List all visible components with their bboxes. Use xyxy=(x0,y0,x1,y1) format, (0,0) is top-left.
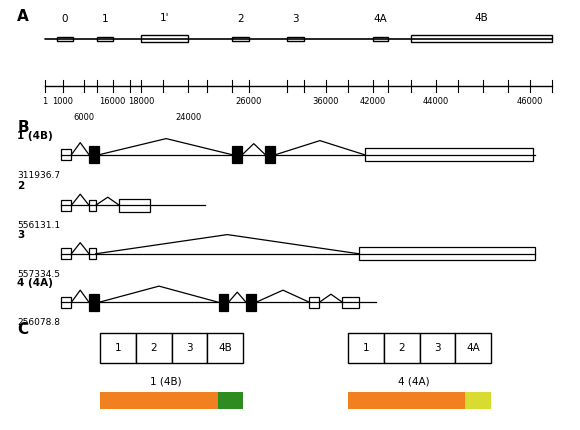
Bar xyxy=(364,148,532,161)
Text: 1': 1' xyxy=(160,12,169,23)
Bar xyxy=(172,333,208,363)
Bar xyxy=(208,333,244,363)
Text: 1: 1 xyxy=(102,14,108,24)
Bar xyxy=(97,37,113,41)
Bar xyxy=(89,294,99,311)
Text: 4 (4A): 4 (4A) xyxy=(17,278,53,288)
Bar xyxy=(246,294,256,311)
Text: 6000: 6000 xyxy=(73,113,94,122)
Text: 1 (4B): 1 (4B) xyxy=(150,376,182,386)
Text: B: B xyxy=(17,120,29,135)
Bar xyxy=(61,200,71,211)
Text: 4B: 4B xyxy=(475,12,488,23)
Bar xyxy=(266,146,275,163)
Bar xyxy=(61,297,71,308)
Bar xyxy=(136,333,172,363)
Text: 16000: 16000 xyxy=(100,97,126,106)
Bar xyxy=(142,36,188,42)
Text: 4B: 4B xyxy=(219,343,232,353)
Text: 1000: 1000 xyxy=(52,97,73,106)
Bar xyxy=(218,392,243,408)
Text: 24000: 24000 xyxy=(175,113,201,122)
Text: 2: 2 xyxy=(398,343,405,353)
Bar xyxy=(348,333,384,363)
Text: 2: 2 xyxy=(237,14,244,24)
Text: 1 (4B): 1 (4B) xyxy=(17,131,53,141)
Bar xyxy=(100,333,136,363)
Text: C: C xyxy=(17,322,28,338)
Bar xyxy=(455,333,491,363)
Bar xyxy=(384,333,420,363)
Text: A: A xyxy=(17,9,29,24)
Bar xyxy=(89,248,96,259)
Text: 0: 0 xyxy=(61,14,68,24)
Bar xyxy=(61,248,71,259)
Text: 4A: 4A xyxy=(466,343,480,353)
Bar xyxy=(373,37,388,41)
Text: 557334.5: 557334.5 xyxy=(17,270,60,279)
Text: 1: 1 xyxy=(42,97,48,106)
Bar xyxy=(61,149,71,160)
Bar xyxy=(100,392,218,408)
Text: 3: 3 xyxy=(292,14,299,24)
Text: 2: 2 xyxy=(17,181,24,191)
Bar xyxy=(219,294,229,311)
Text: 42000: 42000 xyxy=(360,97,386,106)
Text: 4A: 4A xyxy=(374,14,387,24)
Bar xyxy=(342,297,359,308)
Text: 36000: 36000 xyxy=(313,97,339,106)
Text: 556131.1: 556131.1 xyxy=(17,221,60,230)
Bar xyxy=(119,199,150,212)
Bar xyxy=(348,392,466,408)
Text: 3: 3 xyxy=(186,343,193,353)
Bar xyxy=(288,37,304,41)
Text: 46000: 46000 xyxy=(517,97,543,106)
Bar xyxy=(310,297,320,308)
Text: 44000: 44000 xyxy=(423,97,450,106)
Text: 311936.7: 311936.7 xyxy=(17,171,60,180)
Text: 256078.8: 256078.8 xyxy=(17,319,60,328)
Text: 1: 1 xyxy=(362,343,369,353)
Text: 26000: 26000 xyxy=(235,97,262,106)
Text: 1: 1 xyxy=(115,343,121,353)
Bar xyxy=(89,200,96,211)
Text: 18000: 18000 xyxy=(128,97,154,106)
Bar xyxy=(232,146,242,163)
Bar xyxy=(232,37,249,41)
Bar xyxy=(466,392,491,408)
Text: 3: 3 xyxy=(434,343,441,353)
Text: 2: 2 xyxy=(150,343,157,353)
Bar xyxy=(411,36,552,42)
Bar xyxy=(89,146,99,163)
Bar xyxy=(359,247,535,260)
Bar xyxy=(57,37,72,41)
Bar xyxy=(420,333,455,363)
Text: 3: 3 xyxy=(17,230,24,240)
Text: 4 (4A): 4 (4A) xyxy=(398,376,430,386)
